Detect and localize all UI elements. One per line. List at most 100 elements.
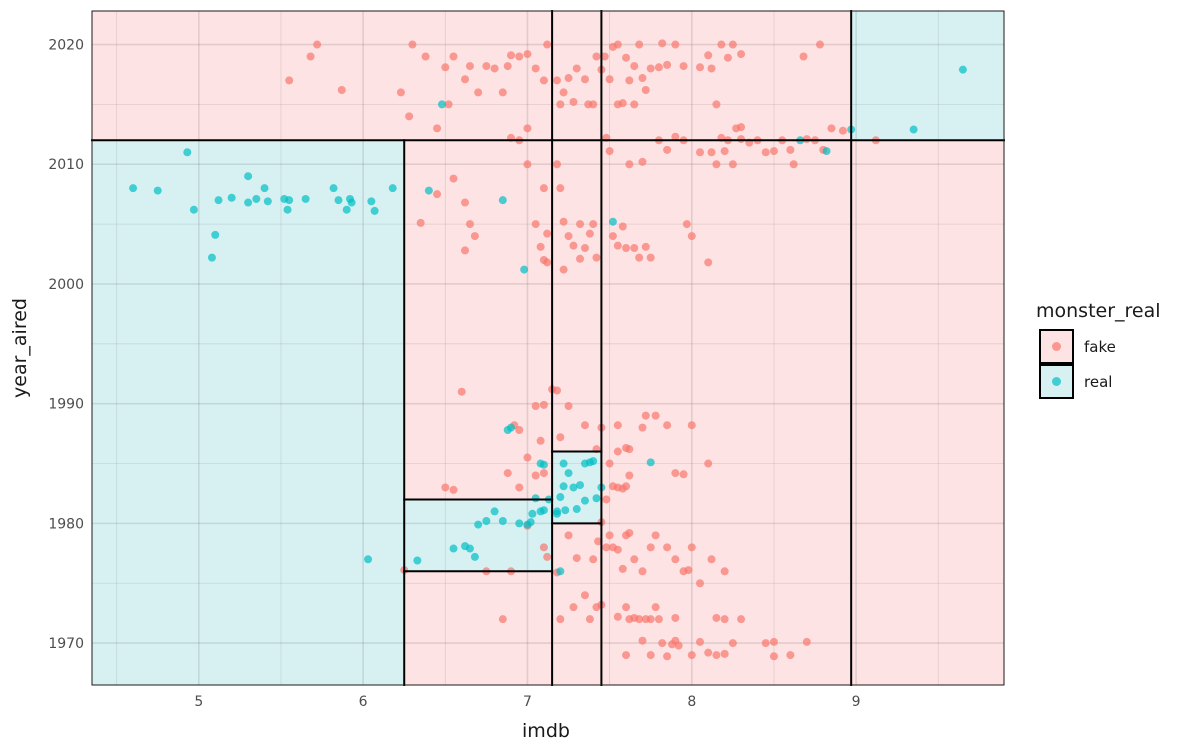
point-fake (625, 76, 634, 85)
point-real (367, 197, 376, 206)
point-fake (613, 241, 622, 250)
y-tick-label: 1990 (48, 397, 84, 413)
point-fake (630, 555, 639, 564)
point-fake (564, 74, 573, 83)
point-fake (613, 447, 622, 456)
point-fake (457, 387, 466, 396)
point-fake (564, 232, 573, 241)
point-fake (408, 40, 417, 49)
point-fake (654, 615, 663, 624)
point-real (559, 459, 568, 468)
region-real (404, 499, 553, 572)
region-fake (601, 140, 852, 685)
point-fake (405, 112, 414, 121)
point-real (822, 147, 831, 156)
point-fake (712, 160, 721, 169)
point-fake (313, 40, 322, 49)
point-fake (449, 52, 458, 61)
point-fake (569, 97, 578, 106)
point-fake (663, 421, 672, 430)
point-real (189, 205, 198, 214)
point-fake (572, 64, 581, 73)
legend-title: monster_real (1036, 300, 1161, 322)
data-points (129, 39, 967, 661)
legend: monster_real fake real (1036, 300, 1161, 399)
point-fake (585, 229, 594, 238)
point-fake (576, 220, 585, 229)
point-fake (559, 217, 568, 226)
point-fake (608, 232, 617, 241)
point-fake (553, 160, 562, 169)
point-fake (622, 651, 631, 660)
point-fake (584, 100, 593, 109)
point-fake (646, 615, 655, 624)
point-fake (569, 241, 578, 250)
point-fake (556, 433, 565, 442)
point-fake (559, 265, 568, 274)
point-fake (539, 543, 548, 552)
point-fake (490, 64, 499, 73)
point-fake (553, 386, 562, 395)
point-fake (585, 615, 594, 624)
point-real (329, 184, 338, 193)
point-fake (720, 567, 729, 576)
x-tick-labels: 5 6 7 8 9 (194, 694, 860, 710)
point-real (183, 148, 192, 157)
point-real (561, 506, 570, 515)
point-fake (728, 40, 737, 49)
point-fake (470, 232, 479, 241)
point-fake (396, 88, 405, 97)
point-fake (728, 639, 737, 648)
point-fake (543, 40, 552, 49)
point-fake (761, 639, 770, 648)
point-fake (618, 99, 627, 108)
point-fake (482, 62, 491, 71)
point-fake (622, 482, 631, 491)
point-fake (465, 220, 474, 229)
point-real (498, 196, 507, 205)
point-real (553, 509, 562, 518)
x-tick-label: 8 (687, 694, 696, 710)
point-fake (630, 244, 639, 253)
point-fake (635, 253, 644, 262)
point-real (342, 205, 351, 214)
point-fake (663, 60, 672, 69)
y-axis-title: year_aired (9, 298, 31, 398)
point-fake (543, 229, 552, 238)
x-axis-title: imdb (522, 720, 570, 742)
point-fake (630, 62, 639, 71)
point-fake (605, 459, 614, 468)
point-fake (543, 552, 552, 561)
point-fake (461, 246, 470, 255)
point-real (214, 196, 223, 205)
point-fake (523, 124, 532, 133)
point-real (958, 65, 967, 74)
point-fake (536, 242, 545, 251)
point-fake (696, 579, 704, 588)
point-real (580, 496, 589, 505)
point-fake (663, 543, 672, 552)
point-fake (602, 543, 611, 552)
point-fake (618, 222, 627, 231)
point-fake (306, 52, 315, 61)
point-real (564, 469, 573, 478)
point-fake (769, 147, 778, 156)
point-real (520, 265, 529, 274)
point-fake (539, 469, 548, 478)
point-fake (556, 184, 565, 193)
point-real (413, 556, 422, 565)
point-fake (580, 591, 589, 600)
point-fake (717, 40, 726, 49)
point-fake (720, 615, 729, 624)
point-fake (635, 40, 644, 49)
region-fake (404, 140, 553, 500)
point-fake (602, 495, 611, 504)
panel-border (91, 10, 1005, 686)
point-fake (737, 50, 746, 59)
point-fake (536, 436, 545, 445)
point-real (482, 516, 491, 525)
point-fake (671, 469, 680, 478)
point-real (153, 186, 162, 195)
point-real (370, 206, 379, 215)
point-fake (618, 564, 627, 573)
